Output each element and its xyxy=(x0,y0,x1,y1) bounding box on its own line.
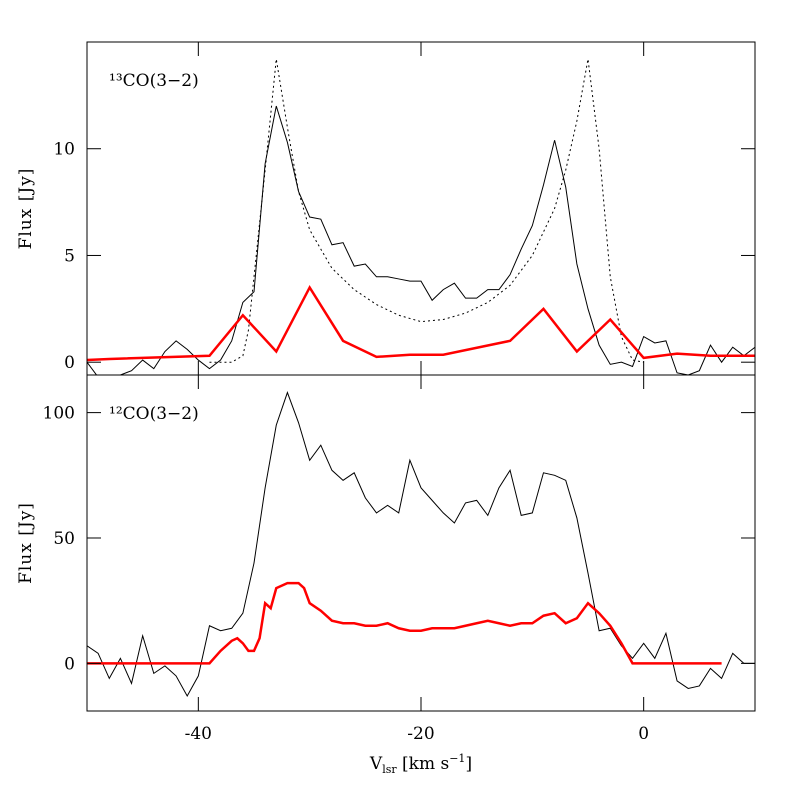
y-tick-label: 0 xyxy=(64,654,75,674)
x-axis-label-part: ] xyxy=(465,754,472,774)
plot-area xyxy=(87,391,755,697)
frame xyxy=(86,41,756,376)
x-axis-label-part: V xyxy=(369,754,383,774)
x-tick-label: 0 xyxy=(638,724,649,744)
y-tick-label: 100 xyxy=(43,404,75,424)
data-line xyxy=(87,284,755,362)
y-tick-label: 5 xyxy=(64,246,75,266)
y-axis-label: Flux [Jy] xyxy=(16,168,36,250)
y-tick-label: 0 xyxy=(64,353,75,373)
data-line xyxy=(87,105,755,375)
x-axis-label: Vlsr [km s−1] xyxy=(369,752,472,776)
frame xyxy=(86,374,756,712)
x-tick-label: -40 xyxy=(185,724,212,744)
annotation: ¹²CO(3−2) xyxy=(109,404,199,424)
x-axis-label-part: −1 xyxy=(449,752,465,765)
plot-area xyxy=(87,58,755,375)
x-tick-label: -20 xyxy=(407,724,434,744)
annotation: ¹³CO(3−2) xyxy=(109,71,199,91)
x-axis-label-part: [km s xyxy=(397,754,450,774)
data-line xyxy=(87,391,755,697)
y-tick-label: 10 xyxy=(53,140,75,160)
x-axis-label-part: lsr xyxy=(382,763,397,776)
data-line xyxy=(209,58,644,363)
data-line xyxy=(87,581,722,665)
y-axis-label: Flux [Jy] xyxy=(16,502,36,584)
y-tick-label: 50 xyxy=(53,529,75,549)
